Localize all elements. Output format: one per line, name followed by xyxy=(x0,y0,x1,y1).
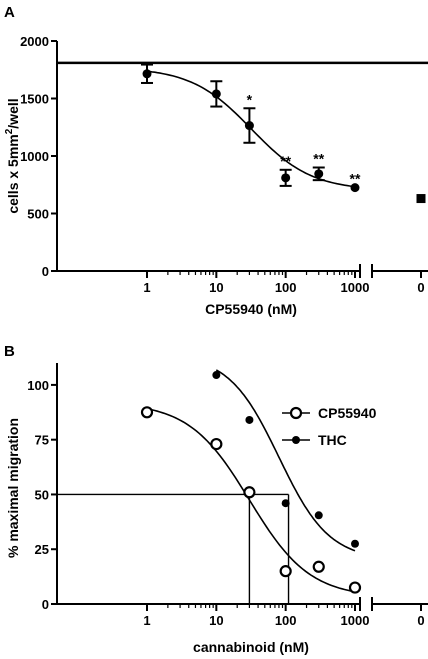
data-point xyxy=(211,89,221,99)
y-tick-label: 100 xyxy=(27,378,49,393)
y-tick-label: 0 xyxy=(42,597,49,612)
data-point-cp55940 xyxy=(348,581,362,594)
x-tick-label-zero: 0 xyxy=(417,613,424,628)
data-point-cp55940 xyxy=(243,486,256,499)
legend-label-cp55940: CP55940 xyxy=(318,405,377,421)
x-tick-label-zero: 0 xyxy=(417,280,424,295)
panel-a-ylabel-sup: 2 xyxy=(4,128,15,134)
data-point-thc xyxy=(245,415,254,424)
panel-b-xlabel: cannabinoid (nM) xyxy=(193,639,309,655)
x-tick-label: 1000 xyxy=(341,613,370,628)
y-tick-label: 50 xyxy=(35,487,49,502)
x-tick-label: 1 xyxy=(143,613,150,628)
legend-label-thc: THC xyxy=(318,432,347,448)
data-point xyxy=(350,183,360,193)
x-tick-label: 1000 xyxy=(341,280,370,295)
significance-label: ** xyxy=(280,153,291,169)
panel-a-ylabel: cells x 5mm2/well xyxy=(4,98,21,213)
data-point-cp55940 xyxy=(312,560,325,573)
significance-label: ** xyxy=(313,151,324,167)
data-point xyxy=(281,173,291,183)
data-point xyxy=(142,69,152,79)
significance-label: * xyxy=(247,91,253,107)
legend-marker-cp55940 xyxy=(289,406,303,420)
y-tick-label: 1000 xyxy=(20,149,49,164)
legend-marker-thc xyxy=(292,436,300,444)
x-tick-label: 100 xyxy=(275,613,297,628)
x-tick-label: 100 xyxy=(275,280,297,295)
panel-a-ylabel-main: cells x 5mm xyxy=(5,134,21,213)
panel-a-letter: A xyxy=(4,4,15,21)
fit-curve-thc xyxy=(215,369,356,552)
data-point-cp55940 xyxy=(140,406,154,419)
y-tick-label: 2000 xyxy=(20,34,49,49)
data-point xyxy=(244,121,254,131)
significance-label: ** xyxy=(350,171,361,187)
x-tick-label: 10 xyxy=(209,613,223,628)
fit-curve-cp55940 xyxy=(146,407,356,593)
panel-a-xlabel: CP55940 (nM) xyxy=(205,301,297,317)
panel-b-letter: B xyxy=(4,343,15,360)
x-tick-label: 1 xyxy=(143,280,150,295)
data-point-thc xyxy=(351,539,359,548)
y-tick-label: 0 xyxy=(42,264,49,279)
data-point-thc xyxy=(314,511,323,520)
y-tick-label: 1500 xyxy=(20,92,49,107)
data-point xyxy=(314,169,324,179)
y-tick-label: 75 xyxy=(35,433,49,448)
y-tick-label: 25 xyxy=(35,542,49,557)
panel-b-plot: 0 25 50 75 100 1 10 100 1000 0 CP55940 THC xyxy=(27,363,428,628)
data-point-cp55940 xyxy=(210,437,223,451)
data-point-thc xyxy=(212,371,221,380)
data-point-thc xyxy=(281,499,290,508)
y-tick-label: 500 xyxy=(27,207,49,222)
panel-a-ylabel-tail: /well xyxy=(5,98,21,128)
data-point-cp55940 xyxy=(279,565,292,578)
x-tick-label: 10 xyxy=(209,280,223,295)
panel-b-ylabel: % maximal migration xyxy=(5,418,21,558)
zero-point xyxy=(416,194,426,204)
